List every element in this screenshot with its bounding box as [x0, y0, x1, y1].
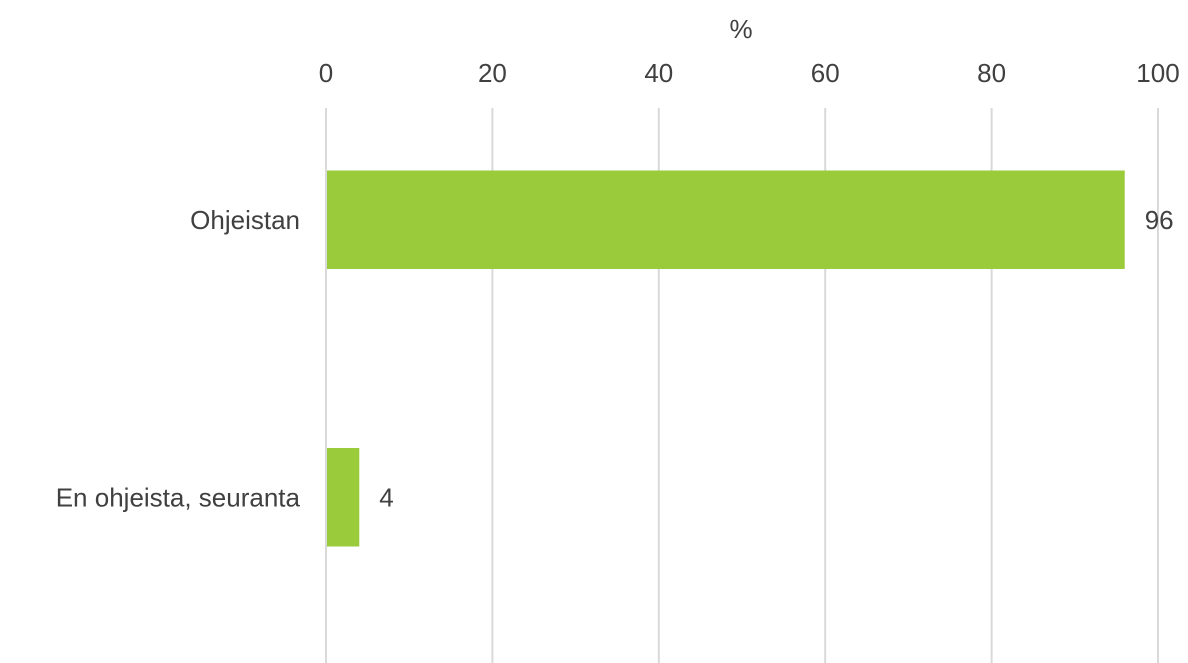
x-tick-label-80: 80 — [977, 58, 1006, 88]
x-axis-title: % — [729, 14, 752, 44]
x-tick-label-0: 0 — [319, 58, 333, 88]
data-label-1: 4 — [379, 482, 393, 512]
bar-1 — [327, 447, 360, 547]
x-tick-label-20: 20 — [478, 58, 507, 88]
bar-0 — [327, 170, 1125, 270]
category-label-1: En ohjeista, seuranta — [56, 482, 301, 512]
data-label-0: 96 — [1145, 205, 1174, 235]
x-tick-label-60: 60 — [811, 58, 840, 88]
category-label-0: Ohjeistan — [190, 205, 300, 235]
data-labels: 96 4 — [379, 205, 1173, 513]
bars — [327, 170, 1125, 547]
category-labels: Ohjeistan En ohjeista, seuranta — [56, 205, 301, 513]
x-axis-ticks: 0 20 40 60 80 100 — [319, 58, 1180, 88]
x-tick-label-40: 40 — [644, 58, 673, 88]
x-tick-label-100: 100 — [1136, 58, 1179, 88]
